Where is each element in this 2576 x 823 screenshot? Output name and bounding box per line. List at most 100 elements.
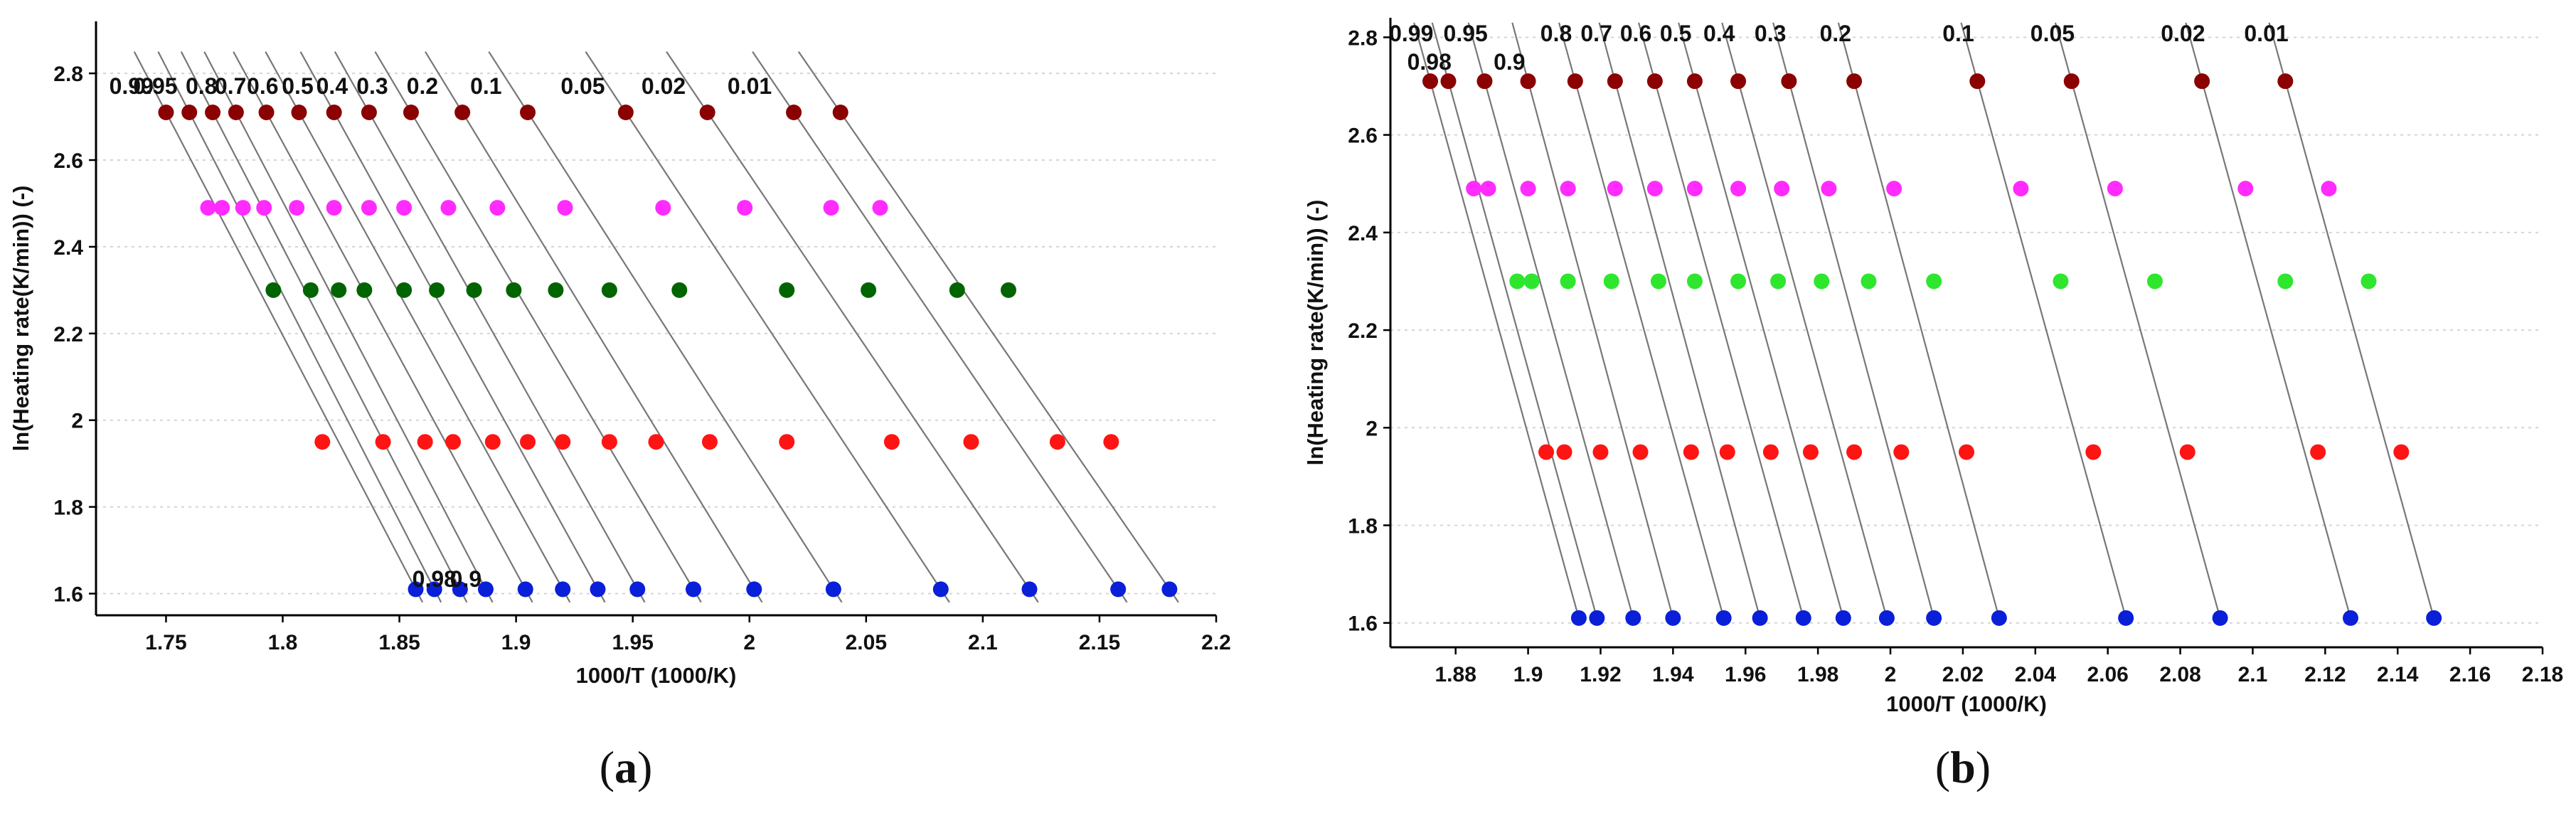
data-point [1607,181,1623,197]
data-point [517,581,533,598]
gridlines [1390,36,2543,624]
data-point [452,581,468,598]
y-axis-title: ln(Heating rate(K/min)) (-) [1303,200,1328,466]
data-point [2426,610,2442,626]
conversion-level-label: 0.8 [186,73,217,99]
data-point [1021,581,1038,598]
data-point [2212,610,2228,626]
data-point [1926,273,1942,290]
data-point [1520,73,1536,90]
x-tick-label: 2.18 [2522,663,2563,686]
data-point [520,434,536,450]
data-point [1774,181,1790,197]
x-tick-label: 2.04 [2015,663,2057,686]
data-series [158,104,848,120]
isoconversion-line [334,51,646,603]
x-tick-label: 2 [1885,663,1897,686]
data-point [2277,73,2294,90]
conversion-level-label: 0.95 [1444,21,1488,46]
x-tick-label: 1.8 [268,631,298,654]
data-series [265,282,1016,298]
y-tick-label: 2 [71,410,83,433]
isoconversion-line [2185,22,2353,623]
data-point [617,104,634,120]
conversion-level-label: 0.6 [247,73,278,99]
conversion-level-label: 0.1 [1942,21,1974,46]
data-point [1538,444,1555,460]
x-tick-label: 2.05 [846,631,887,654]
data-point [1846,444,1863,460]
data-point [1466,181,1482,197]
data-point [601,434,617,450]
data-point [1560,273,1576,290]
data-point [403,104,419,120]
data-series [408,581,1178,598]
x-tick-label: 1.94 [1652,663,1694,686]
isoconversion-line [1960,22,2129,623]
isoconversion-line [203,51,494,603]
data-point [484,434,501,450]
y-tick-label: 2.6 [53,149,83,173]
data-point [1770,273,1787,290]
y-tick-label: 2.2 [1348,319,1378,343]
x-tick-label: 1.88 [1435,663,1476,686]
data-point [1110,581,1127,598]
data-point [648,434,664,450]
data-point [786,104,802,120]
data-point [235,200,251,216]
conversion-labels: 0.99 0.98 0.950.9 0.8 0.7 0.6 0.5 0.4 0.3 0.2 0.1 0… [1389,21,2289,75]
y-ticks: 1.6 1.8 2 2.2 2.4 2.6 2.8 [1348,26,1390,636]
data-point [1893,444,1910,460]
y-tick-label: 2.4 [53,236,83,260]
conversion-level-label: 0.3 [356,73,388,99]
panel-label-paren: ( [600,742,614,792]
data-point [477,581,494,598]
data-point [205,104,221,120]
isoconversion-line [2054,22,2223,623]
data-point [258,104,275,120]
conversion-level-label: 0.98 [413,566,457,592]
data-point [779,434,795,450]
conversion-level-label: 0.98 [1407,49,1452,75]
x-tick-label: 2.12 [2304,663,2346,686]
conversion-level-label: 0.9 [450,566,481,592]
y-ticks: 1.6 1.8 2 2.2 2.4 2.6 2.8 [53,63,96,607]
isoconversion-line [1413,22,1581,623]
conversion-level-label: 0.6 [1620,21,1651,46]
data-point [2179,444,2196,460]
data-point [289,200,305,216]
data-point [872,200,888,216]
data-point [1422,73,1439,90]
x-tick-label: 2 [743,631,755,654]
y-tick-label: 2.8 [1348,26,1378,50]
isoconversion-line [299,51,606,603]
data-point [1625,610,1641,626]
x-tick-label: 1.9 [1513,663,1543,686]
data-point [1969,73,1986,90]
data-series [1422,73,2294,90]
data-point [1520,181,1536,197]
isoconversion-line [797,51,1179,603]
gridlines [96,73,1216,595]
x-tick-label: 2.15 [1079,631,1120,654]
data-point [1560,181,1576,197]
panel-label-letter: b [1950,742,1976,792]
data-point [361,104,377,120]
data-point [1589,610,1605,626]
isoconversion-line [1511,22,1676,623]
data-point [1049,434,1065,450]
data-point [746,581,762,598]
data-point [228,104,244,120]
data-point [1802,444,1819,460]
panel-label-paren: ( [1935,742,1950,792]
y-tick-label: 1.8 [1348,514,1378,538]
data-point [2053,273,2069,290]
isoconversion-line [1772,22,1937,623]
panel-label-paren: ) [1976,742,1991,792]
data-point [1650,273,1666,290]
data-point [1683,444,1699,460]
isoconversion-line [233,51,533,603]
data-point [1570,610,1587,626]
isoconversion-line [180,51,468,603]
